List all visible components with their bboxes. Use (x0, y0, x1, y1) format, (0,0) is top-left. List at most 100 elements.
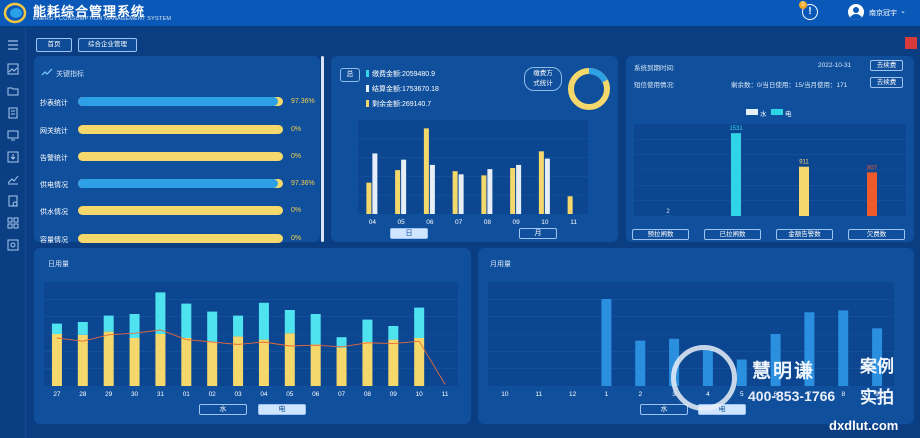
daily-bar (207, 342, 218, 386)
monthly-bar (635, 340, 646, 386)
expire-date: 2022-10-31 (818, 62, 852, 69)
system-bar-chart: 2 1531 911 807 (634, 124, 906, 216)
watermark-url: dxdlut.com (829, 418, 899, 433)
daily-bar (362, 342, 373, 386)
avatar[interactable] (848, 4, 864, 20)
watermark-name: 慧明谦 (752, 361, 816, 382)
alert-icon[interactable]: ! (802, 4, 818, 20)
fee-month-button[interactable]: 月 (519, 228, 557, 239)
tab-amount-alarm[interactable]: 金额告警数 (776, 229, 833, 240)
app-subtitle: ENERGY CONSUMPTION MANAGEMENT SYSTEM (33, 16, 172, 22)
fee-bar (481, 175, 487, 214)
renew-sms-button[interactable]: 去续费 (870, 77, 903, 88)
kpi-progress-fill (78, 97, 278, 106)
daily-x-tick: 02 (209, 391, 217, 398)
daily-x-tick: 05 (286, 391, 294, 398)
daily-bar (155, 292, 166, 334)
expire-label: 系统到期时间: (634, 65, 675, 72)
kpi-progress-track (78, 97, 283, 106)
fee-bar (516, 164, 522, 214)
monthly-usage-title: 月用量 (490, 261, 511, 268)
payment-mode-donut (568, 68, 610, 110)
sms-usage: 剩余数：0/当日使用：15/当月使用：171 (731, 82, 848, 89)
menu-icon[interactable] (6, 38, 20, 52)
daily-x-tick: 09 (390, 391, 398, 398)
monthly-x-tick: 3 (672, 391, 676, 398)
monthly-x-tick: 5 (740, 391, 744, 398)
daily-x-tick: 06 (312, 391, 320, 398)
kpi-progress-track (78, 152, 283, 161)
fee-bar (395, 170, 401, 214)
system-bar (867, 172, 877, 216)
kpi-label: 告警统计 (40, 155, 68, 162)
fee-bar (429, 164, 435, 214)
image-icon[interactable] (6, 62, 20, 76)
payment-mode-button[interactable]: 缴费方 式统计 (524, 67, 562, 91)
username[interactable]: 南京冠宇 (869, 10, 897, 17)
monthly-x-tick: 1 (605, 391, 609, 398)
daily-bar (414, 338, 425, 386)
daily-x-tick: 30 (131, 391, 139, 398)
download-icon[interactable] (6, 150, 20, 164)
watermark-case: 案例 (860, 357, 894, 376)
top-bar: 能耗综合管理系统 ENERGY CONSUMPTION MANAGEMENT S… (0, 0, 920, 26)
gallery-icon[interactable] (6, 238, 20, 252)
fee-bar-chart: 04 05 06 07 08 09 10 11 (358, 120, 588, 226)
watermark-shoot: 实拍 (860, 388, 894, 407)
daily-bar (207, 311, 218, 342)
fee-bar (538, 151, 544, 214)
fee-x-tick: 04 (369, 219, 377, 226)
daily-power-button[interactable]: 电 (258, 404, 306, 415)
tab-enterprise[interactable]: 综合企业管理 (78, 38, 137, 52)
report-icon[interactable] (6, 194, 20, 208)
tab-arrears[interactable]: 欠费数 (848, 229, 905, 240)
document-icon[interactable] (6, 106, 20, 120)
daily-x-tick: 27 (53, 391, 61, 398)
fee-settled-line: 结算金额:1753670.18 (366, 84, 439, 94)
kpi-label: 供水情况 (40, 209, 68, 216)
fee-x-tick: 09 (513, 219, 521, 226)
monthly-water-button[interactable]: 水 (640, 404, 688, 415)
kpi-value: 97.36% (291, 180, 315, 187)
fee-total-tag[interactable]: 总 (340, 68, 360, 82)
monthly-x-tick: 11 (535, 391, 542, 398)
kpi-progress-track (78, 234, 283, 243)
fee-remaining-amount: 剩余金额:269140.7 (372, 101, 432, 108)
kpi-value: 0% (291, 126, 302, 133)
monthly-x-tick: 12 (569, 391, 577, 398)
kpi-label: 供电情况 (40, 182, 68, 189)
chevron-down-icon[interactable]: ⌄ (900, 8, 906, 15)
fee-day-button[interactable]: 日 (390, 228, 428, 239)
kpi-scrollbar[interactable] (321, 56, 324, 242)
monthly-bar (770, 334, 781, 386)
daily-water-button[interactable]: 水 (199, 404, 247, 415)
legend-power-swatch (771, 109, 783, 115)
legend-power: 电 (785, 111, 792, 118)
daily-bar (233, 336, 244, 386)
kpi-progress-track (78, 179, 283, 188)
grid-icon[interactable] (6, 216, 20, 230)
monthly-x-tick: 8 (841, 391, 845, 398)
renew-system-button[interactable]: 去续费 (870, 60, 903, 71)
close-icon[interactable] (905, 37, 917, 49)
fee-paid-line: 缴费金额:2059480.9 (366, 69, 435, 79)
daily-bar (129, 338, 140, 386)
watermark-logo (671, 345, 737, 411)
alert-count-badge: 0 (799, 1, 807, 9)
fee-paid-amount: 缴费金额:2059480.9 (372, 71, 436, 78)
daily-x-tick: 11 (442, 391, 449, 398)
fee-bar (458, 174, 464, 214)
system-bar-label: 1531 (729, 126, 743, 132)
fee-x-tick: 07 (455, 219, 463, 226)
tab-cutoff[interactable]: 已拉闸数 (704, 229, 761, 240)
tab-pre-cutoff[interactable]: 预拉闸数 (632, 229, 689, 240)
monthly-bar (872, 328, 883, 386)
trend-icon[interactable] (6, 172, 20, 186)
monitor-icon[interactable] (6, 128, 20, 142)
fee-bar (487, 169, 493, 214)
kpi-progress-track (78, 206, 283, 215)
monthly-usage-chart: 10 11 12 1 2 3 4 5 6 7 8 9 (488, 282, 894, 398)
tab-home[interactable]: 首页 (36, 38, 72, 52)
folder-icon[interactable] (6, 84, 20, 98)
fee-bar (372, 153, 378, 214)
